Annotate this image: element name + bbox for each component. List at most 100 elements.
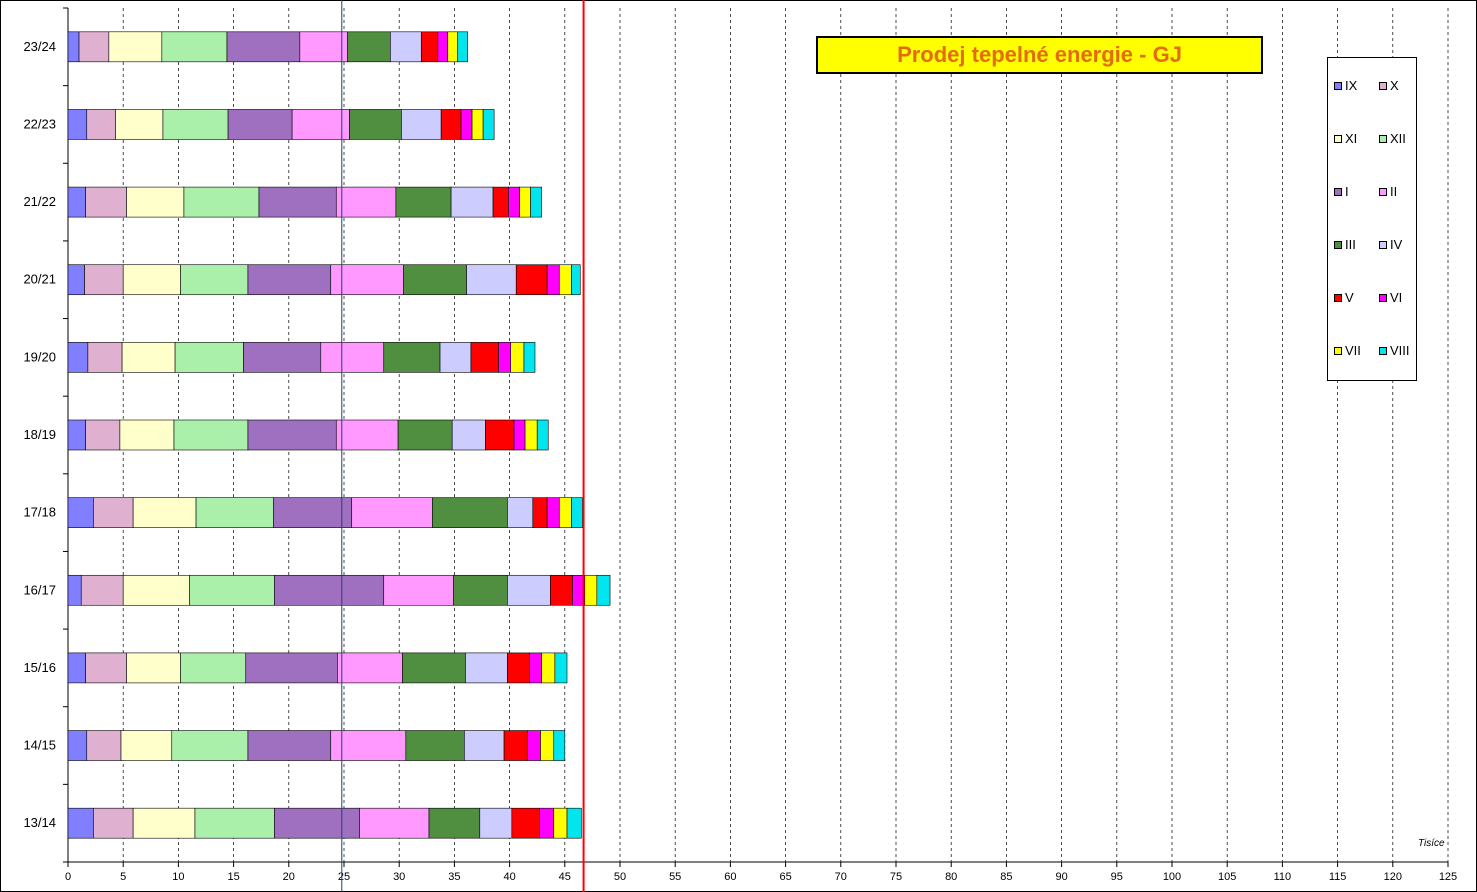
x-tick-label-4: 20 xyxy=(283,871,295,883)
bar-II-14-15 xyxy=(330,730,407,761)
x-axis-unit-label: Tisíce xyxy=(1418,838,1445,849)
y-category-label-4: 19/20 xyxy=(23,349,56,364)
bar-II-23-24 xyxy=(299,31,348,63)
y-category-label-9: 14/15 xyxy=(23,738,56,753)
bar-II-13-14 xyxy=(359,807,430,839)
bar-III-16-17 xyxy=(452,574,508,606)
bar-I-22-23 xyxy=(227,109,293,140)
x-tick-label-9: 45 xyxy=(559,871,571,883)
bar-VI-14-15 xyxy=(526,730,541,761)
legend-label-III: III xyxy=(1345,237,1356,252)
bar-X-23-24 xyxy=(78,31,110,63)
legend-swatch-III xyxy=(1334,240,1342,249)
bar-I-18-19 xyxy=(247,419,337,451)
legend-item-VIII: VIII xyxy=(1379,343,1410,358)
x-tick-label-2: 10 xyxy=(172,871,184,883)
bar-V-18-19 xyxy=(485,419,515,451)
bar-V-16-17 xyxy=(550,574,573,606)
legend-swatch-X xyxy=(1379,81,1387,90)
bar-VII-23-24 xyxy=(447,31,459,63)
legend-item-VII: VII xyxy=(1334,343,1361,358)
bar-V-21-22 xyxy=(492,186,509,218)
bar-V-22-23 xyxy=(440,109,462,140)
bar-VIII-18-19 xyxy=(536,419,549,451)
bar-VII-17-18 xyxy=(558,497,572,528)
legend-label-VI: VI xyxy=(1390,290,1403,305)
bar-XI-15-16 xyxy=(126,652,181,684)
legend-label-X: X xyxy=(1390,78,1399,93)
bar-I-23-24 xyxy=(226,31,301,63)
bar-XI-20-21 xyxy=(122,264,181,296)
y-category-label-10: 13/14 xyxy=(23,815,56,830)
legend-item-V: V xyxy=(1334,290,1354,305)
bar-VIII-16-17 xyxy=(596,574,611,606)
bar-IV-14-15 xyxy=(464,730,505,761)
bar-X-17-18 xyxy=(93,497,134,528)
bar-III-23-24 xyxy=(347,31,391,63)
x-tick-label-0: 0 xyxy=(65,871,71,883)
bar-VIII-17-18 xyxy=(571,497,583,528)
bar-V-15-16 xyxy=(507,652,530,684)
bar-IX-19-20 xyxy=(67,342,89,373)
bar-VIII-22-23 xyxy=(482,109,495,140)
bar-XII-20-21 xyxy=(180,264,249,296)
bar-X-13-14 xyxy=(93,807,134,839)
bar-IX-22-23 xyxy=(67,109,88,140)
x-tick-label-1: 5 xyxy=(120,871,126,883)
bar-IX-20-21 xyxy=(67,264,85,296)
y-category-label-7: 16/17 xyxy=(23,582,56,597)
bar-VIII-21-22 xyxy=(530,186,542,218)
x-tick-label-25: 125 xyxy=(1439,871,1457,883)
bar-II-21-22 xyxy=(335,186,397,218)
y-category-label-8: 15/16 xyxy=(23,660,56,675)
bar-XII-17-18 xyxy=(195,497,274,528)
bar-IV-20-21 xyxy=(466,264,517,296)
legend-swatch-IX xyxy=(1334,81,1342,90)
x-tick-label-7: 35 xyxy=(448,871,460,883)
legend-label-VIII: VIII xyxy=(1390,343,1410,358)
y-category-label-0: 23/24 xyxy=(23,39,56,54)
x-tick-label-3: 15 xyxy=(227,871,239,883)
bar-IV-19-20 xyxy=(439,342,472,373)
x-tick-label-13: 65 xyxy=(779,871,791,883)
legend-swatch-VIII xyxy=(1379,346,1387,355)
x-tick-label-16: 80 xyxy=(945,871,957,883)
x-tick-label-5: 25 xyxy=(338,871,350,883)
bar-IV-21-22 xyxy=(450,186,494,218)
bar-VIII-13-14 xyxy=(566,807,582,839)
bar-IX-17-18 xyxy=(67,497,94,528)
bar-IX-18-19 xyxy=(67,419,86,451)
bar-IX-16-17 xyxy=(67,574,82,606)
bar-XII-23-24 xyxy=(161,31,228,63)
bar-III-15-16 xyxy=(402,652,466,684)
legend-label-XI: XI xyxy=(1345,131,1358,146)
bar-VI-22-23 xyxy=(460,109,473,140)
bar-II-19-20 xyxy=(320,342,385,373)
x-tick-label-14: 70 xyxy=(835,871,847,883)
bar-VII-15-16 xyxy=(541,652,556,684)
legend-item-IV: IV xyxy=(1379,237,1402,252)
x-tick-label-11: 55 xyxy=(669,871,681,883)
bar-V-13-14 xyxy=(511,807,540,839)
legend-item-II: II xyxy=(1379,184,1397,199)
bar-X-14-15 xyxy=(86,730,122,761)
x-tick-label-6: 30 xyxy=(393,871,405,883)
bar-X-20-21 xyxy=(84,264,124,296)
bar-IX-23-24 xyxy=(67,31,80,63)
bar-II-16-17 xyxy=(383,574,454,606)
bar-VII-18-19 xyxy=(524,419,538,451)
bar-II-17-18 xyxy=(351,497,433,528)
bar-XI-21-22 xyxy=(126,186,185,218)
bar-I-20-21 xyxy=(247,264,332,296)
bar-X-22-23 xyxy=(86,109,116,140)
x-tick-label-18: 90 xyxy=(1055,871,1067,883)
bar-VII-20-21 xyxy=(558,264,572,296)
bar-V-19-20 xyxy=(470,342,499,373)
bar-X-15-16 xyxy=(85,652,127,684)
bar-VI-23-24 xyxy=(437,31,449,63)
legend-label-I: I xyxy=(1345,184,1349,199)
bar-IX-14-15 xyxy=(67,730,88,761)
legend-swatch-IV xyxy=(1379,240,1387,249)
legend-label-V: V xyxy=(1345,290,1354,305)
